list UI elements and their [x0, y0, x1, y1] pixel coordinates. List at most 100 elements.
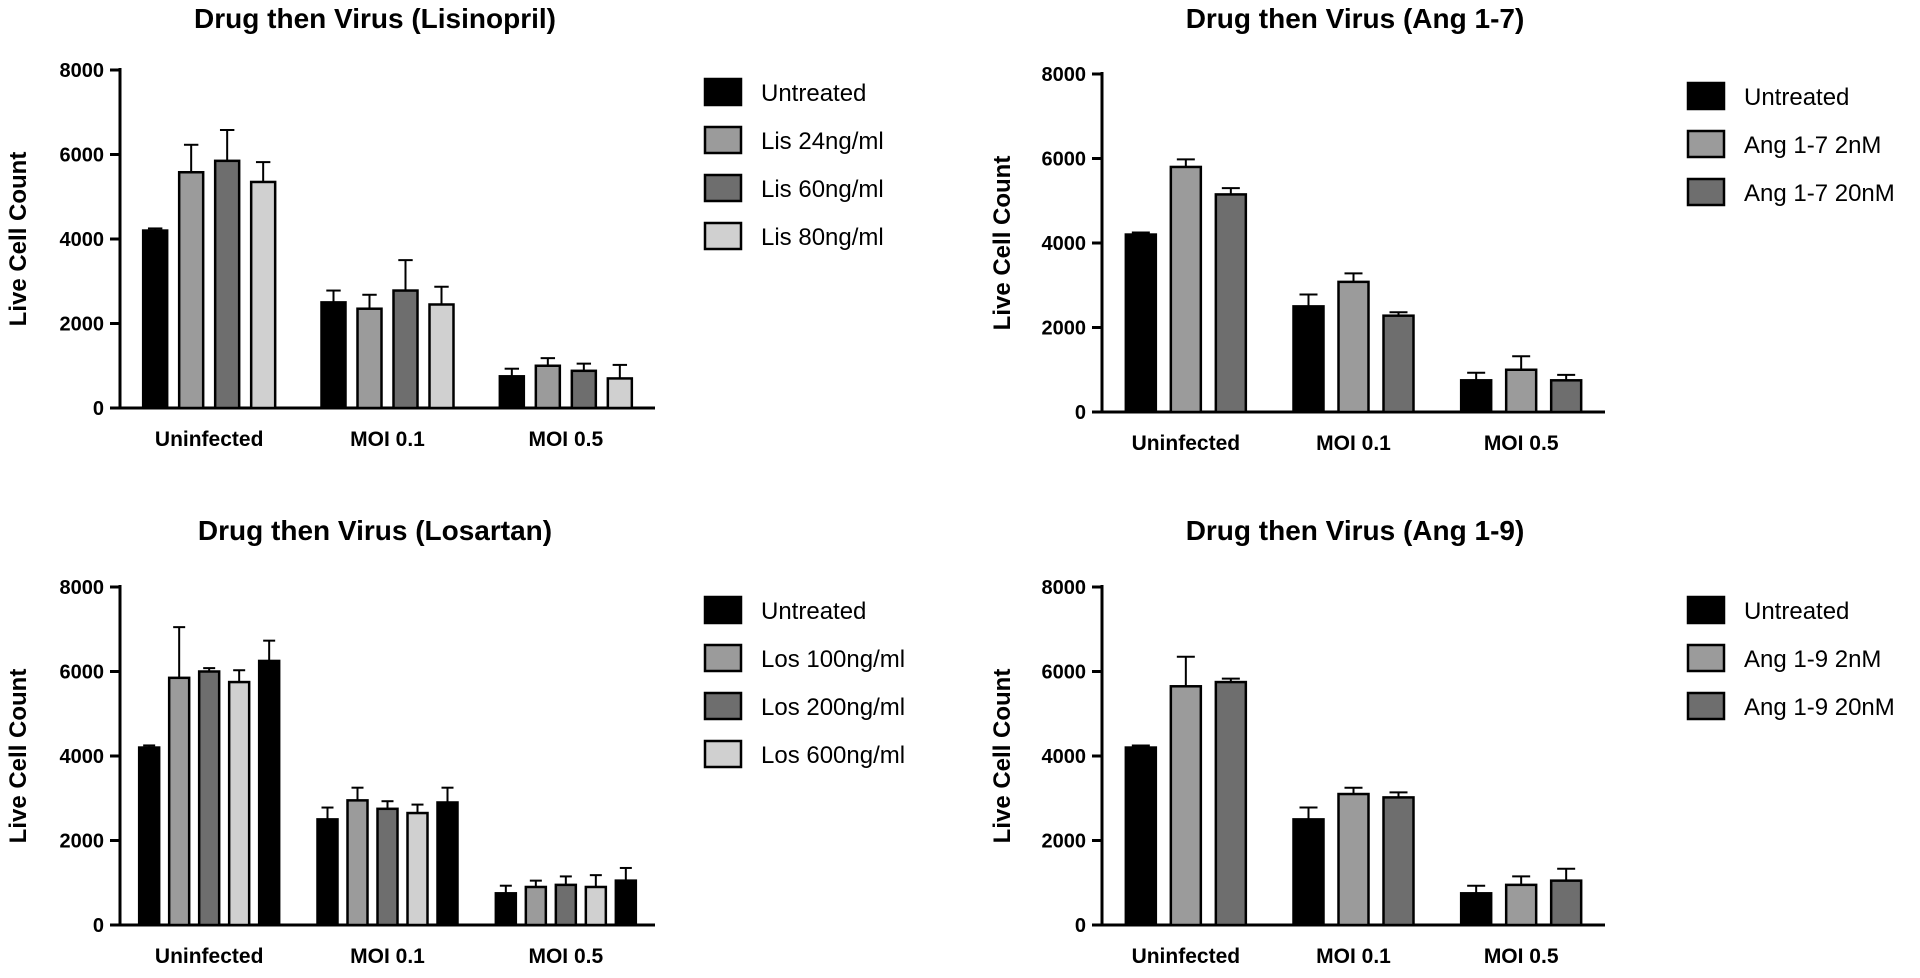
legend-label: Ang 1-9 20nM	[1744, 694, 1895, 721]
legend-label: Los 200ng/ml	[761, 694, 905, 721]
legend-swatch	[1686, 691, 1726, 721]
bar	[316, 818, 339, 927]
bar	[320, 301, 347, 410]
bar	[606, 377, 634, 410]
bar	[584, 885, 608, 927]
y-axis-label: Live Cell Count	[989, 156, 1016, 331]
legend-label: Untreated	[1744, 598, 1849, 625]
bar	[1292, 818, 1325, 927]
bar	[1214, 193, 1248, 414]
bar	[177, 170, 205, 410]
y-tick-label: 0	[1075, 402, 1086, 424]
bar	[227, 680, 251, 927]
bar	[213, 159, 241, 410]
chart-title: Drug then Virus (Ang 1-9)	[1186, 515, 1525, 546]
chart-panel-4: Drug then Virus (Ang 1-9) Live Cell Count…	[989, 515, 1895, 968]
bar	[1504, 883, 1538, 927]
y-tick-label: 0	[93, 915, 104, 937]
bar	[1382, 796, 1415, 927]
bar	[1459, 892, 1493, 927]
bar	[137, 746, 161, 927]
bar	[498, 375, 526, 410]
legend-swatch	[703, 77, 743, 107]
bar	[356, 307, 383, 410]
x-category-label: MOI 0.5	[528, 945, 603, 968]
bar	[1504, 368, 1538, 414]
x-category-label: MOI 0.1	[1316, 432, 1391, 455]
x-category-label: MOI 0.5	[1484, 432, 1559, 455]
bar	[1124, 233, 1158, 414]
bar	[428, 303, 455, 410]
legend-label: Lis 60ng/ml	[761, 176, 884, 203]
x-category-label: MOI 0.1	[350, 428, 425, 451]
legend-swatch	[703, 221, 743, 251]
y-axis-label: Live Cell Count	[5, 669, 32, 844]
legend-label: Lis 80ng/ml	[761, 224, 884, 251]
bar	[614, 879, 638, 927]
chart-panel-1: Drug then Virus (Lisinopril) Live Cell Co…	[5, 3, 884, 451]
bar	[392, 289, 419, 410]
legend-swatch	[703, 691, 743, 721]
y-tick-label: 8000	[60, 60, 105, 82]
chart-title: Drug then Virus (Ang 1-7)	[1186, 3, 1525, 34]
legend-swatch	[1686, 177, 1726, 207]
bar	[570, 369, 598, 410]
legend-label: Los 600ng/ml	[761, 742, 905, 769]
bar	[257, 659, 281, 927]
y-tick-label: 6000	[1042, 149, 1087, 171]
bar	[1214, 680, 1248, 927]
bar	[524, 885, 548, 927]
x-category-label: Uninfected	[1132, 945, 1241, 968]
bar	[249, 180, 277, 410]
bar	[141, 229, 169, 410]
legend-label: Los 100ng/ml	[761, 646, 905, 673]
bar	[1382, 314, 1415, 414]
bar	[1292, 305, 1325, 414]
bar	[554, 883, 578, 927]
x-category-label: MOI 0.5	[1484, 945, 1559, 968]
x-category-label: Uninfected	[1132, 432, 1241, 455]
legend-swatch	[703, 125, 743, 155]
legend-label: Untreated	[761, 598, 866, 625]
y-tick-label: 4000	[60, 746, 105, 768]
legend-label: Untreated	[1744, 84, 1849, 111]
bar	[1549, 879, 1583, 927]
legend-swatch	[1686, 81, 1726, 111]
y-tick-label: 6000	[1042, 662, 1087, 684]
y-tick-label: 2000	[60, 314, 105, 336]
chart-title: Drug then Virus (Losartan)	[198, 515, 552, 546]
y-tick-label: 8000	[60, 577, 105, 599]
y-tick-label: 8000	[1042, 64, 1087, 86]
chart-panel-2: Drug then Virus (Ang 1-7) Live Cell Count…	[989, 3, 1895, 455]
bar	[197, 670, 221, 927]
y-tick-label: 2000	[60, 831, 105, 853]
chart-panel-3: Drug then Virus (Losartan) Live Cell Coun…	[5, 515, 905, 968]
x-category-label: MOI 0.1	[350, 945, 425, 968]
bar	[436, 801, 459, 927]
legend-swatch	[1686, 643, 1726, 673]
bar	[1337, 280, 1370, 414]
bar	[1124, 746, 1158, 927]
y-tick-label: 4000	[1042, 746, 1087, 768]
y-tick-label: 4000	[60, 229, 105, 251]
y-tick-label: 0	[93, 398, 104, 420]
legend-label: Lis 24ng/ml	[761, 128, 884, 155]
bar	[1459, 379, 1493, 414]
y-tick-label: 2000	[1042, 318, 1087, 340]
bar	[406, 811, 429, 927]
y-axis-label: Live Cell Count	[989, 669, 1016, 844]
bar	[346, 799, 369, 927]
legend-label: Ang 1-9 2nM	[1744, 646, 1881, 673]
legend-label: Untreated	[761, 80, 866, 107]
legend-swatch	[703, 643, 743, 673]
bar	[1549, 379, 1583, 414]
y-tick-label: 4000	[1042, 233, 1087, 255]
legend-swatch	[703, 739, 743, 769]
legend-swatch	[703, 173, 743, 203]
bar	[376, 807, 399, 927]
bar	[494, 892, 518, 927]
y-tick-label: 6000	[60, 145, 105, 167]
y-tick-label: 2000	[1042, 831, 1087, 853]
y-tick-label: 0	[1075, 915, 1086, 937]
